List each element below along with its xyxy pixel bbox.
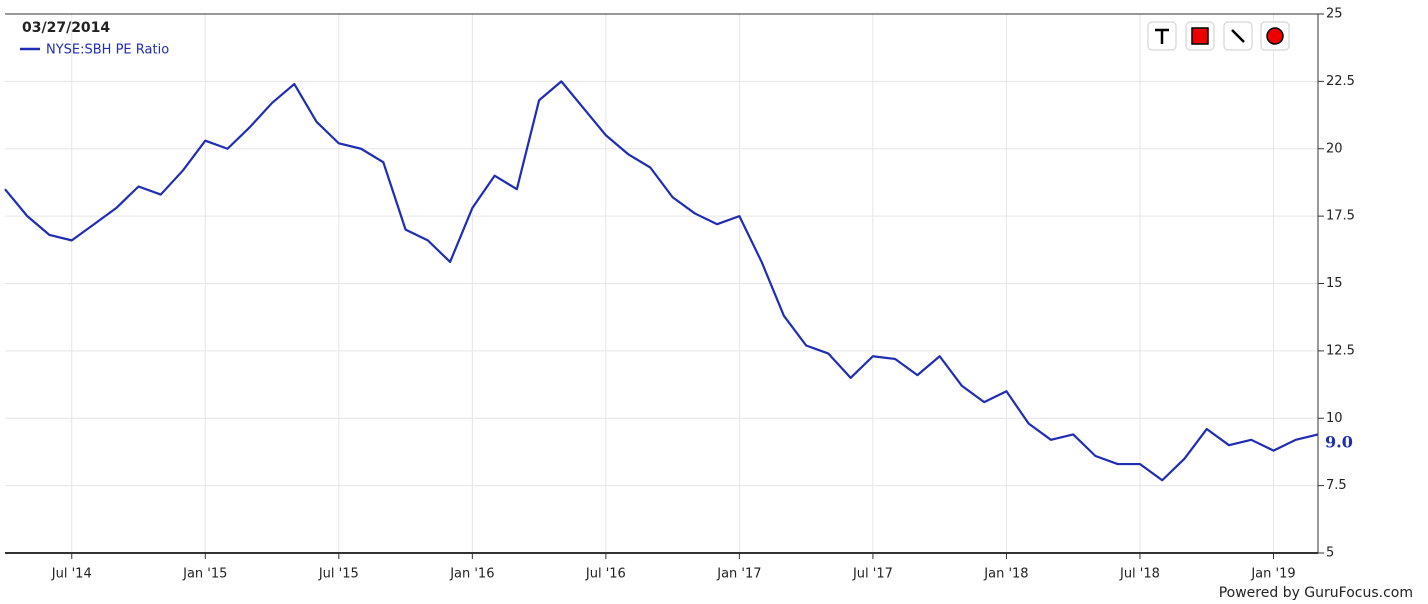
footer: Powered by GuruFocus.com xyxy=(1219,585,1413,601)
rect-icon xyxy=(1191,27,1209,45)
y-tick-label: 12.5 xyxy=(1326,343,1355,358)
x-tick-label: Jan '17 xyxy=(716,567,761,582)
y-tick-label: 25 xyxy=(1326,7,1343,22)
date-label: 03/27/2014 xyxy=(22,20,110,36)
x-tick-label: Jan '18 xyxy=(983,567,1028,582)
y-tick-label: 22.5 xyxy=(1326,74,1355,89)
y-tick-label: 10 xyxy=(1326,411,1343,426)
y-tick-label: 7.5 xyxy=(1326,478,1347,493)
lines xyxy=(4,80,1319,482)
legend-label: NYSE:SBH PE Ratio xyxy=(46,43,169,58)
y-tick-label: 20 xyxy=(1326,141,1343,156)
x-tick-label: Jan '16 xyxy=(449,567,494,582)
x-tick-label: Jan '19 xyxy=(1250,567,1295,582)
y-tick-label: 15 xyxy=(1326,276,1343,291)
x-tick-label: Jul '18 xyxy=(1119,567,1160,582)
y-tick-label: 5 xyxy=(1326,546,1334,561)
x-tick-label: Jul '14 xyxy=(51,567,92,582)
y-tick-label: 17.5 xyxy=(1326,209,1355,224)
line-icon xyxy=(1231,29,1245,43)
x-tick-label: Jul '16 xyxy=(585,567,626,582)
x-tick-label: Jul '15 xyxy=(318,567,359,582)
circle-icon xyxy=(1266,27,1284,45)
toolbar xyxy=(1147,21,1290,51)
x-tick-label: Jul '17 xyxy=(852,567,893,582)
current-value-label: 9.0 xyxy=(1325,433,1353,452)
series-line xyxy=(4,80,1319,482)
text-icon xyxy=(1155,28,1169,44)
x-tick-label: Jan '15 xyxy=(182,567,227,582)
